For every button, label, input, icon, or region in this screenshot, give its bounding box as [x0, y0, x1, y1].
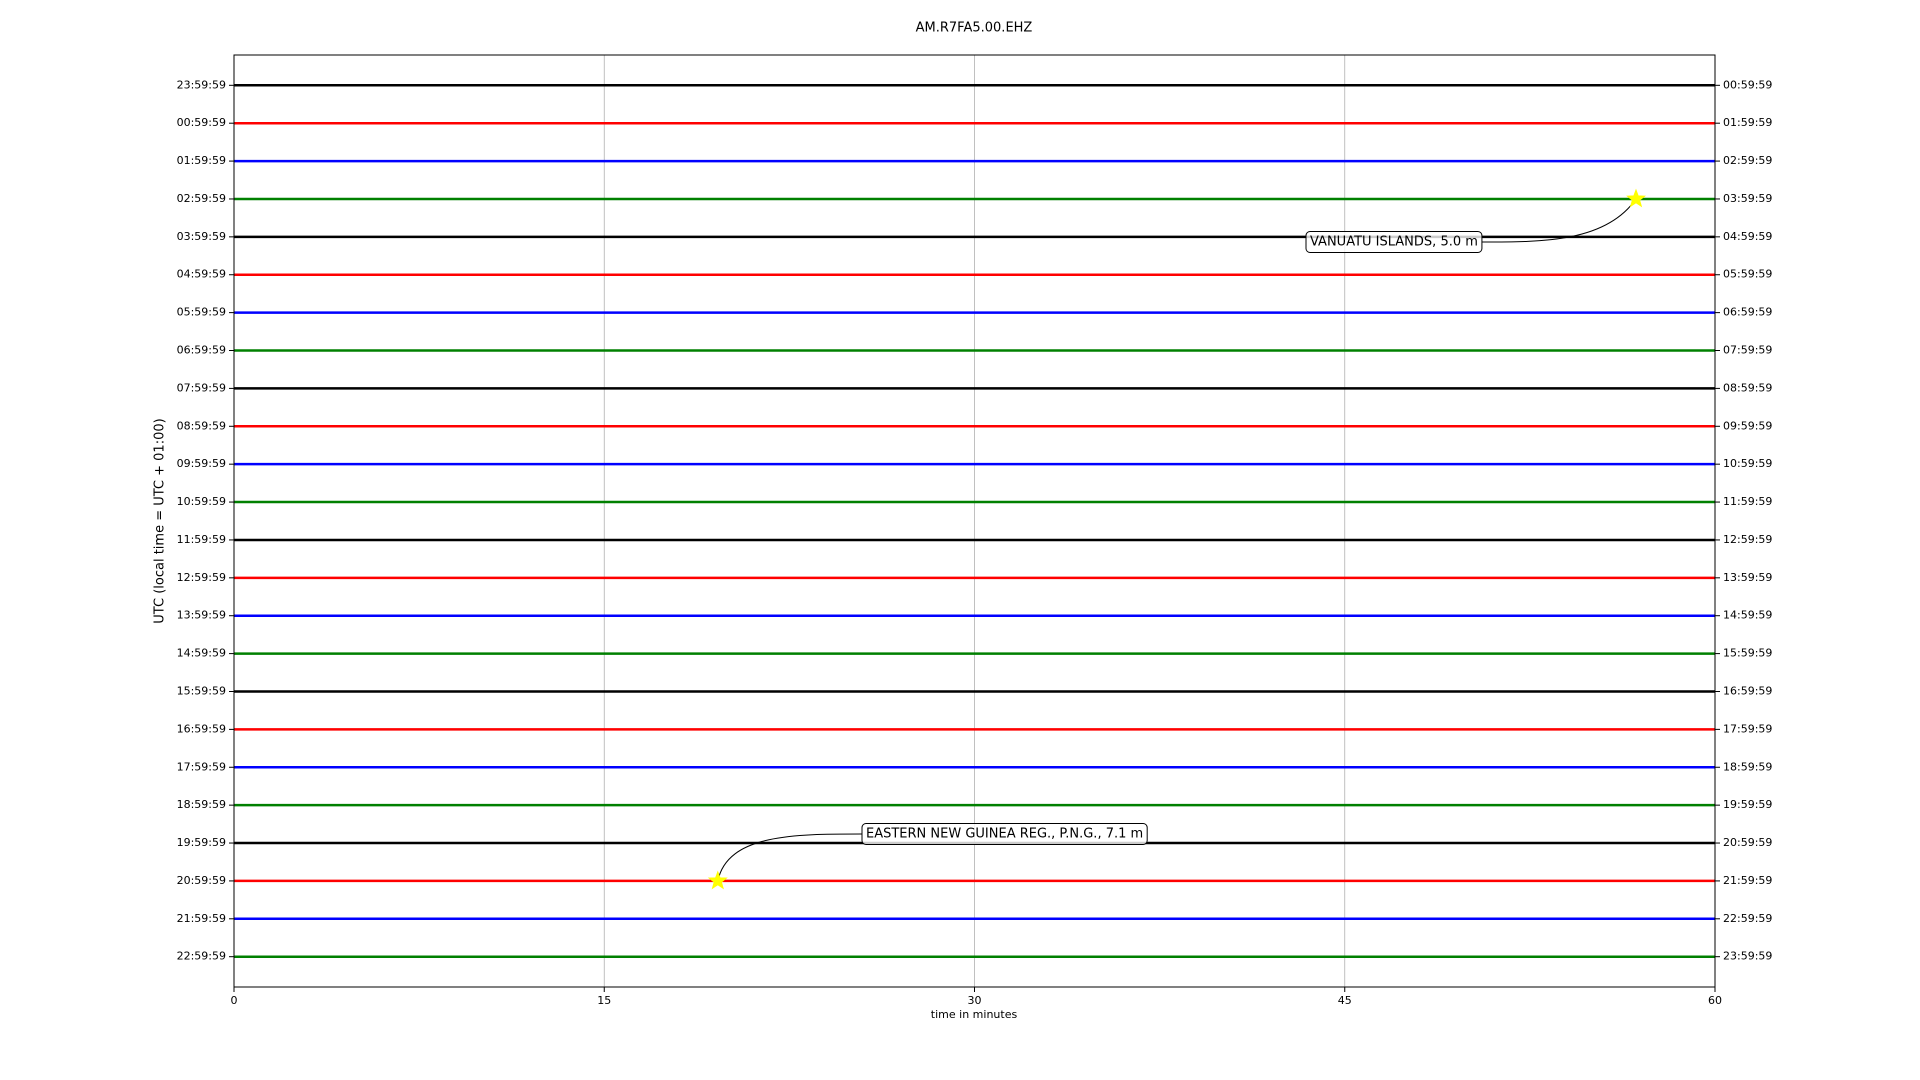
- y2-tick-label: 06:59:59: [1723, 306, 1772, 319]
- y-tick-label: 23:59:59: [177, 78, 226, 91]
- y2-tick-label: 22:59:59: [1723, 912, 1772, 925]
- y-tick-label: 14:59:59: [177, 647, 226, 660]
- y2-tick-label: 04:59:59: [1723, 230, 1772, 243]
- y2-tick-label: 11:59:59: [1723, 495, 1772, 508]
- x-tick-label: 0: [231, 994, 238, 1007]
- y2-tick-label: 19:59:59: [1723, 798, 1772, 811]
- y2-tick-label: 09:59:59: [1723, 419, 1772, 432]
- y-tick-label: 00:59:59: [177, 116, 226, 129]
- y-tick-label: 10:59:59: [177, 495, 226, 508]
- y-tick-label: 15:59:59: [177, 684, 226, 697]
- y2-tick-label: 10:59:59: [1723, 457, 1772, 470]
- x-axis-label: time in minutes: [931, 1008, 1018, 1021]
- y2-tick-label: 20:59:59: [1723, 836, 1772, 849]
- y-axis-label: UTC (local time = UTC + 01:00): [153, 418, 168, 623]
- y2-tick-label: 01:59:59: [1723, 116, 1772, 129]
- y-tick-label: 12:59:59: [177, 571, 226, 584]
- event-label: EASTERN NEW GUINEA REG., P.N.G., 7.1 m: [866, 827, 1143, 842]
- y-tick-label: 03:59:59: [177, 230, 226, 243]
- chart-title: AM.R7FA5.00.EHZ: [916, 21, 1033, 36]
- y2-tick-label: 17:59:59: [1723, 722, 1772, 735]
- y2-tick-label: 15:59:59: [1723, 647, 1772, 660]
- y-tick-label: 07:59:59: [177, 381, 226, 394]
- y2-tick-label: 18:59:59: [1723, 760, 1772, 773]
- y2-tick-label: 05:59:59: [1723, 268, 1772, 281]
- y2-tick-label: 14:59:59: [1723, 609, 1772, 622]
- y2-tick-label: 07:59:59: [1723, 344, 1772, 357]
- x-tick-label: 60: [1708, 994, 1722, 1007]
- x-tick-label: 30: [968, 994, 982, 1007]
- y-tick-label: 06:59:59: [177, 344, 226, 357]
- y-tick-label: 05:59:59: [177, 306, 226, 319]
- y-tick-label: 20:59:59: [177, 874, 226, 887]
- event-marker: [707, 870, 728, 890]
- y-tick-label: 16:59:59: [177, 722, 226, 735]
- event-label: VANUATU ISLANDS, 5.0 m: [1310, 235, 1478, 250]
- y2-tick-label: 08:59:59: [1723, 381, 1772, 394]
- y-tick-label: 21:59:59: [177, 912, 226, 925]
- y-tick-label: 08:59:59: [177, 419, 226, 432]
- y-tick-label: 19:59:59: [177, 836, 226, 849]
- x-tick-label: 45: [1338, 994, 1352, 1007]
- y2-tick-label: 00:59:59: [1723, 78, 1772, 91]
- event-marker: [1626, 188, 1646, 208]
- y-tick-label: 01:59:59: [177, 154, 226, 167]
- y2-tick-label: 12:59:59: [1723, 533, 1772, 546]
- y2-tick-label: 16:59:59: [1723, 684, 1772, 697]
- y-tick-label: 18:59:59: [177, 798, 226, 811]
- event-connector: [717, 833, 863, 882]
- plot-frame: [233, 54, 1716, 988]
- y-tick-label: 09:59:59: [177, 457, 226, 470]
- y-tick-label: 22:59:59: [177, 950, 226, 963]
- event-connector: [1481, 198, 1637, 243]
- y2-tick-label: 21:59:59: [1723, 874, 1772, 887]
- y2-tick-label: 03:59:59: [1723, 192, 1772, 205]
- x-tick-label: 15: [597, 994, 611, 1007]
- y2-tick-label: 02:59:59: [1723, 154, 1772, 167]
- y-tick-label: 13:59:59: [177, 609, 226, 622]
- y-tick-label: 02:59:59: [177, 192, 226, 205]
- y-tick-label: 11:59:59: [177, 533, 226, 546]
- y-tick-label: 17:59:59: [177, 760, 226, 773]
- y2-tick-label: 23:59:59: [1723, 950, 1772, 963]
- y2-tick-label: 13:59:59: [1723, 571, 1772, 584]
- y-tick-label: 04:59:59: [177, 268, 226, 281]
